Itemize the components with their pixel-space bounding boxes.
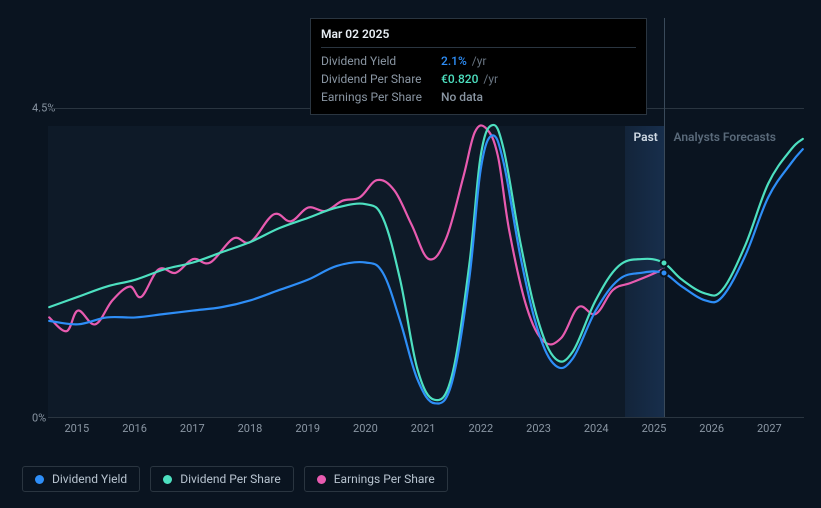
tooltip-row-label: Earnings Per Share	[321, 90, 441, 104]
legend-dot	[163, 475, 172, 484]
tooltip-row-value: 2.1% /yr	[441, 54, 486, 68]
chart-marker	[659, 259, 668, 268]
legend-dividend-per-share[interactable]: Dividend Per Share	[150, 466, 294, 492]
y-axis-min: 0%	[32, 412, 46, 425]
legend-label: Dividend Yield	[52, 472, 127, 486]
tooltip-row: Dividend Per Share€0.820 /yr	[321, 70, 636, 88]
chart-legend: Dividend Yield Dividend Per Share Earnin…	[22, 466, 448, 492]
dividend-chart[interactable]: 4.5% 0% Past Analysts Forecasts 20152016…	[18, 108, 804, 448]
chart-tooltip: Mar 02 2025 Dividend Yield2.1% /yrDivide…	[310, 18, 647, 115]
x-axis-labels: 2015 2016 2017 2018 2019 2020 2021 2022 2023 2024…	[48, 422, 804, 442]
series-line	[49, 125, 663, 344]
x-tick: 2017	[180, 422, 205, 435]
x-tick: 2016	[122, 422, 147, 435]
x-tick: 2015	[64, 422, 89, 435]
legend-label: Dividend Per Share	[180, 472, 281, 486]
tooltip-row: Earnings Per ShareNo data	[321, 88, 636, 106]
tooltip-row-value: €0.820 /yr	[441, 72, 498, 86]
x-tick: 2023	[526, 422, 551, 435]
plot-area: Past Analysts Forecasts	[48, 108, 804, 418]
x-tick: 2022	[468, 422, 493, 435]
x-tick: 2021	[411, 422, 436, 435]
legend-label: Earnings Per Share	[334, 472, 435, 486]
x-tick: 2019	[295, 422, 320, 435]
legend-dividend-yield[interactable]: Dividend Yield	[22, 466, 140, 492]
tooltip-date: Mar 02 2025	[321, 27, 636, 48]
x-tick: 2020	[353, 422, 378, 435]
x-tick: 2018	[238, 422, 263, 435]
legend-dot	[35, 475, 44, 484]
x-tick: 2024	[584, 422, 609, 435]
chart-lines	[48, 108, 804, 417]
tooltip-row-value: No data	[441, 90, 483, 104]
x-tick: 2026	[699, 422, 724, 435]
chart-marker	[659, 269, 668, 278]
x-tick: 2027	[757, 422, 782, 435]
tooltip-row: Dividend Yield2.1% /yr	[321, 52, 636, 70]
x-tick: 2025	[642, 422, 667, 435]
legend-earnings-per-share[interactable]: Earnings Per Share	[304, 466, 448, 492]
series-line	[49, 125, 803, 400]
tooltip-row-label: Dividend Yield	[321, 54, 441, 68]
y-axis-max: 4.5%	[32, 102, 46, 115]
tooltip-row-label: Dividend Per Share	[321, 72, 441, 86]
legend-dot	[317, 475, 326, 484]
